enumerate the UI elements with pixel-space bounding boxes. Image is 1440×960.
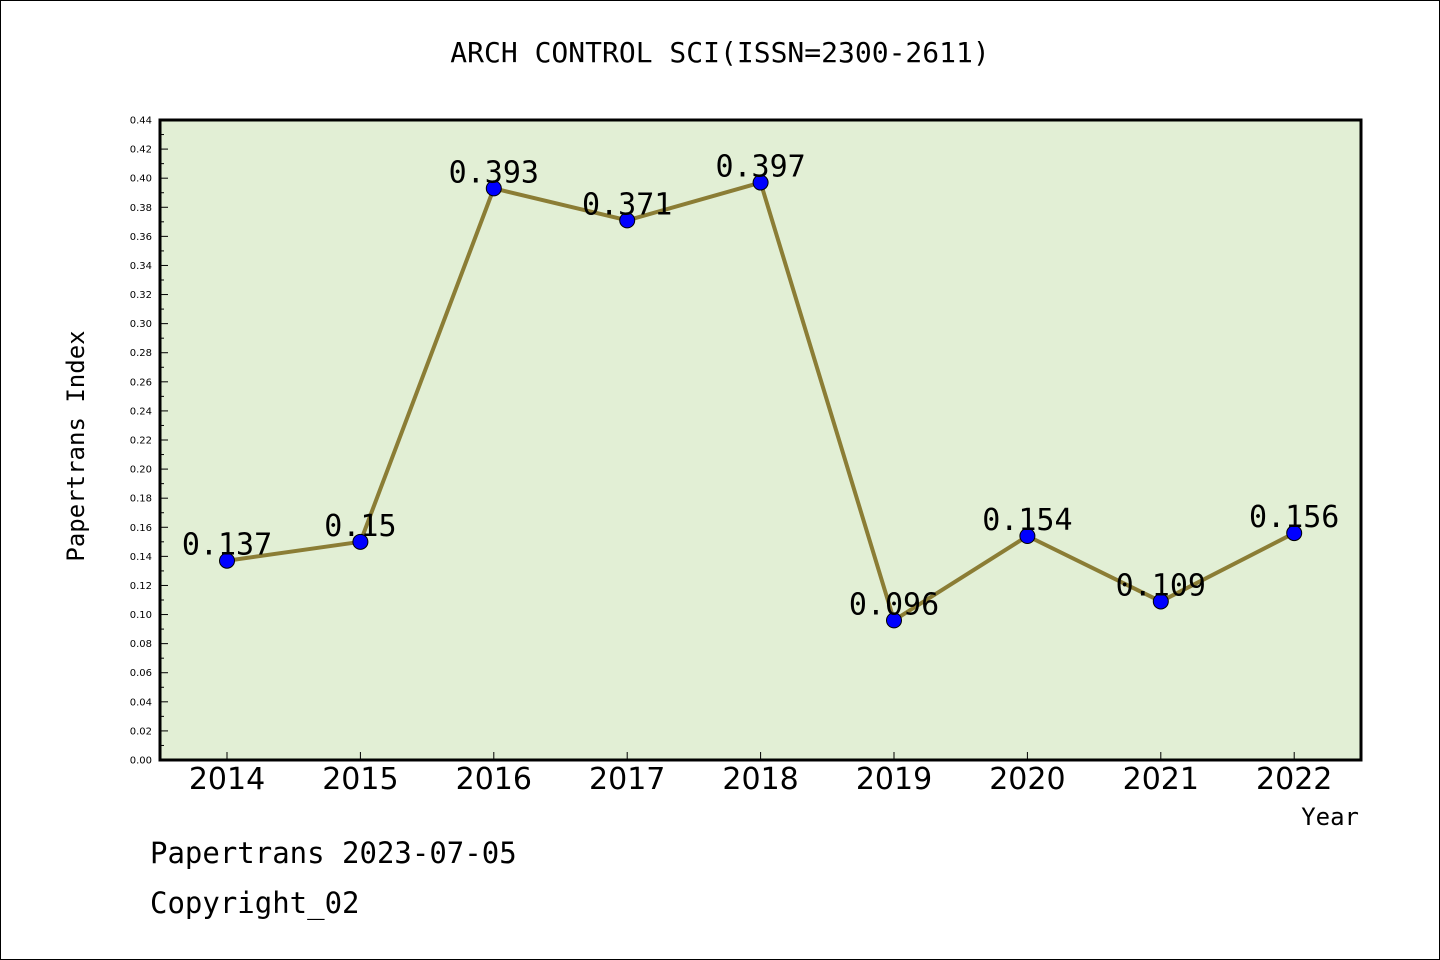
x-tick-label: 2016 bbox=[456, 762, 532, 797]
y-tick-label: 0.20 bbox=[130, 465, 152, 476]
y-tick-label: 0.40 bbox=[130, 174, 152, 185]
data-label: 0.371 bbox=[582, 187, 672, 222]
data-label: 0.154 bbox=[982, 503, 1072, 538]
y-tick-label: 0.04 bbox=[130, 697, 152, 708]
data-label: 0.096 bbox=[849, 587, 939, 622]
data-point-marker bbox=[1152, 593, 1169, 610]
y-tick-label: 0.02 bbox=[130, 726, 152, 737]
x-tick-label: 2022 bbox=[1256, 762, 1332, 797]
x-tick-label: 2020 bbox=[989, 762, 1065, 797]
y-tick-label: 0.14 bbox=[130, 552, 152, 563]
data-label: 0.137 bbox=[182, 528, 272, 563]
data-label: 0.393 bbox=[449, 155, 539, 190]
y-tick-label: 0.28 bbox=[130, 348, 152, 359]
data-point-marker bbox=[485, 180, 502, 197]
footer-date: Papertrans 2023-07-05 bbox=[150, 836, 517, 870]
data-point-marker bbox=[352, 533, 369, 550]
y-tick-label: 0.22 bbox=[130, 436, 152, 447]
x-tick-label: 2015 bbox=[322, 762, 398, 797]
x-axis-title: Year bbox=[1301, 803, 1359, 831]
y-tick-label: 0.26 bbox=[130, 377, 152, 388]
x-tick-label: 2019 bbox=[856, 762, 932, 797]
y-tick-label: 0.18 bbox=[130, 494, 152, 505]
plot-area bbox=[160, 120, 1361, 760]
y-tick-label: 0.42 bbox=[130, 145, 152, 156]
data-point-marker bbox=[619, 212, 636, 229]
x-tick-label: 2018 bbox=[722, 762, 798, 797]
data-point-marker bbox=[1286, 525, 1303, 542]
plot-border bbox=[158, 118, 1363, 762]
y-tick-label: 0.38 bbox=[130, 203, 152, 214]
y-tick-label: 0.34 bbox=[130, 261, 152, 272]
data-point-marker bbox=[219, 552, 235, 569]
chart-title: ARCH CONTROL SCI(ISSN=2300-2611) bbox=[450, 36, 990, 69]
footer-copyright: Copyright_02 bbox=[150, 886, 360, 920]
y-axis-title: Papertrans Index bbox=[62, 330, 90, 561]
y-tick-label: 0.10 bbox=[130, 610, 152, 621]
x-axis: 2014 2015 2016 2017 2018 2019 2020 2021 2022 bbox=[189, 752, 1332, 797]
x-tick-label: 2014 bbox=[189, 762, 265, 797]
y-tick-label: 0.08 bbox=[130, 639, 152, 650]
data-point-marker bbox=[752, 174, 769, 191]
data-label: 0.397 bbox=[715, 150, 805, 185]
y-tick-label: 0.12 bbox=[130, 581, 152, 592]
y-tick-label: 0.30 bbox=[130, 319, 152, 330]
y-tick-label: 0.16 bbox=[130, 523, 152, 534]
markers-group bbox=[219, 174, 1303, 629]
data-labels-group: 0.137 0.15 0.393 0.371 0.397 0.096 0.154 0.109 0… bbox=[182, 150, 1340, 623]
x-tick-label: 2017 bbox=[589, 762, 665, 797]
x-tick-label: 2021 bbox=[1123, 762, 1199, 797]
y-tick-label: 0.06 bbox=[130, 668, 152, 679]
y-tick-label: 0.00 bbox=[130, 756, 152, 767]
data-label: 0.15 bbox=[324, 509, 396, 544]
y-tick-label: 0.44 bbox=[130, 116, 152, 127]
data-label: 0.109 bbox=[1116, 568, 1206, 603]
y-tick-label: 0.32 bbox=[130, 290, 152, 301]
y-tick-label: 0.36 bbox=[130, 232, 152, 243]
y-axis: 0.00 0.02 0.04 0.06 0.08 0.10 0.12 0.14 0.16 0.18… bbox=[130, 116, 168, 767]
data-label: 0.156 bbox=[1249, 500, 1339, 535]
data-point-marker bbox=[886, 612, 902, 629]
data-point-marker bbox=[1019, 528, 1036, 544]
y-tick-label: 0.24 bbox=[130, 406, 152, 417]
